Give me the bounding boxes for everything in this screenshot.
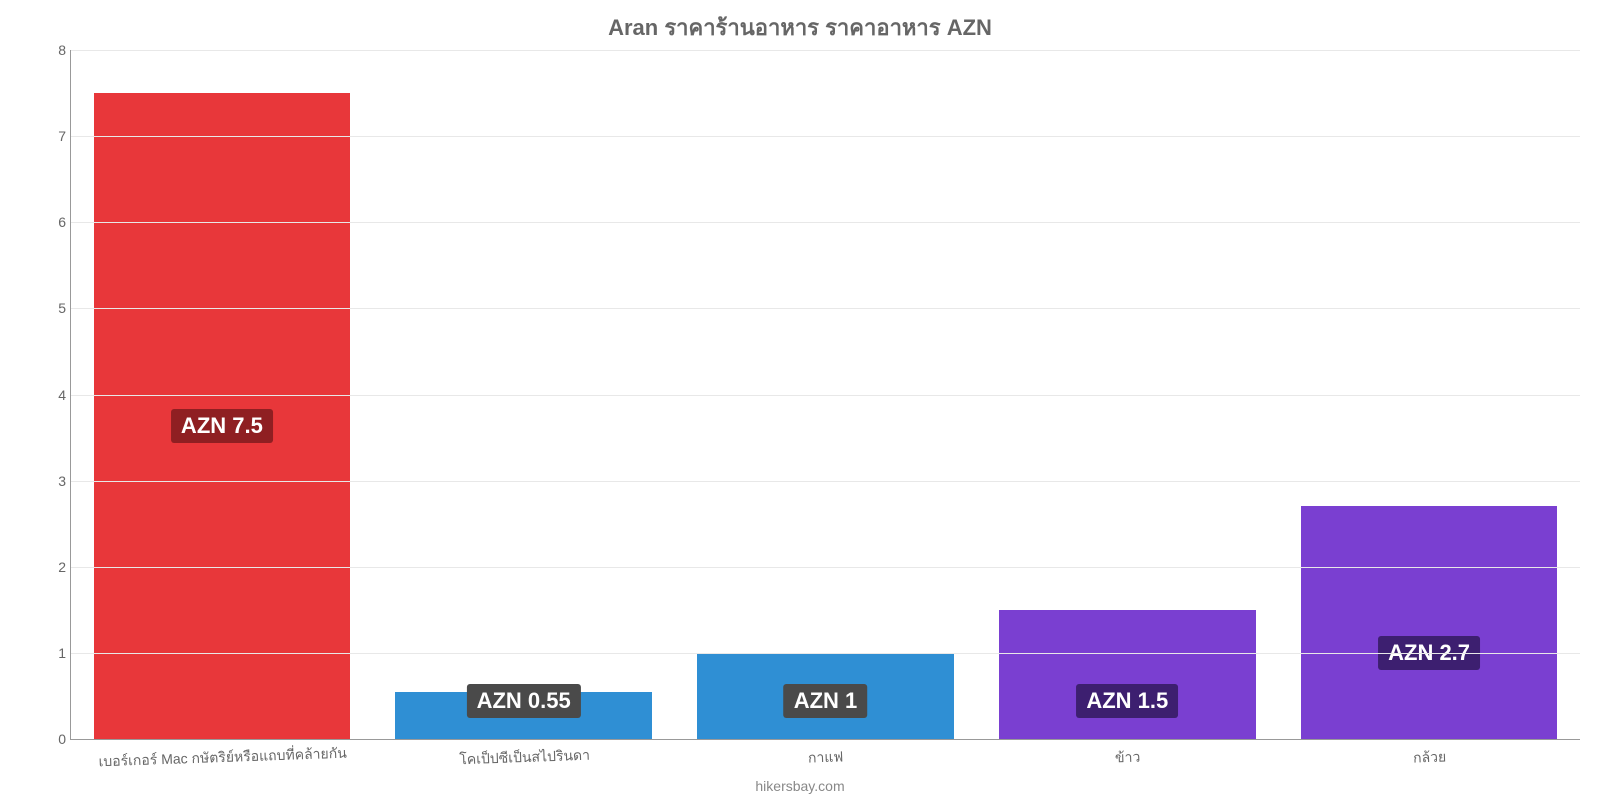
bar-value-label: AZN 1 [784, 684, 868, 718]
grid-line [71, 136, 1580, 137]
grid-line [71, 567, 1580, 568]
category-label: เบอร์เกอร์ Mac กษัตริย์หรือแถบที่คล้ายกั… [98, 735, 347, 774]
y-tick-label: 8 [41, 42, 66, 58]
bar [1301, 506, 1558, 739]
y-tick-label: 4 [41, 387, 66, 403]
attribution-text: hikersbay.com [755, 778, 844, 794]
y-tick-label: 3 [41, 473, 66, 489]
category-label: กล้วย [1413, 738, 1447, 769]
y-tick-label: 5 [41, 300, 66, 316]
plot-area: AZN 7.5เบอร์เกอร์ Mac กษัตริย์หรือแถบที่… [70, 50, 1580, 740]
bar [999, 610, 1256, 739]
grid-line [71, 50, 1580, 51]
category-label: กาแฟ [808, 738, 844, 769]
bar-value-label: AZN 0.55 [467, 684, 581, 718]
bar-value-label: AZN 1.5 [1076, 684, 1178, 718]
grid-line [71, 222, 1580, 223]
category-label: ข้าว [1115, 739, 1141, 770]
category-label: โคเป็ปซีเป็นสไปรินดา [458, 737, 590, 772]
chart-title: Aran ราคาร้านอาหาร ราคาอาหาร AZN [0, 0, 1600, 45]
grid-line [71, 481, 1580, 482]
y-tick-label: 1 [41, 645, 66, 661]
y-tick-label: 0 [41, 731, 66, 747]
y-tick-label: 6 [41, 214, 66, 230]
y-tick-label: 7 [41, 128, 66, 144]
y-tick-label: 2 [41, 559, 66, 575]
grid-line [71, 653, 1580, 654]
grid-line [71, 395, 1580, 396]
bar-value-label: AZN 7.5 [171, 409, 273, 443]
grid-line [71, 308, 1580, 309]
